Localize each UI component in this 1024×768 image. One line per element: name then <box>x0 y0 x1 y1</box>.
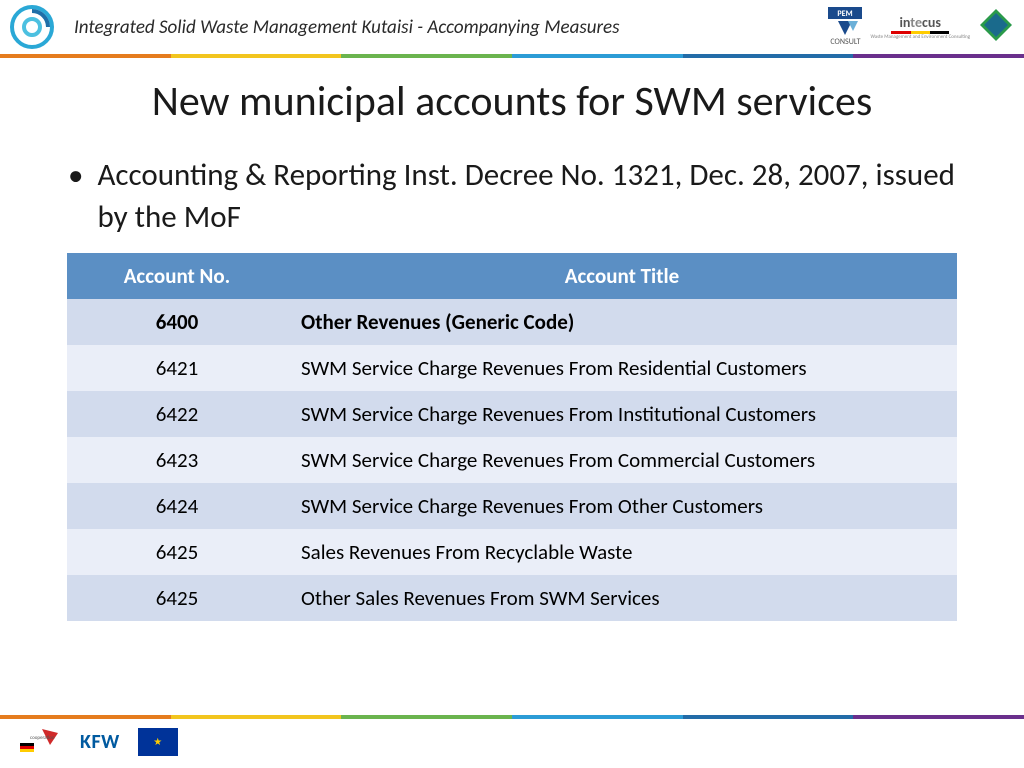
slide-footer: cooperation KFW <box>0 715 1024 768</box>
cell-account-title: SWM Service Charge Revenues From Commerc… <box>287 437 957 483</box>
slide-header: Integrated Solid Waste Management Kutais… <box>0 0 1024 54</box>
table-row: 6422SWM Service Charge Revenues From Ins… <box>67 391 957 437</box>
footer-logos: cooperation KFW <box>0 719 1024 768</box>
pem-logo-icon: PEM CONSULT <box>828 7 862 47</box>
bullet-text: Accounting & Reporting Inst. Decree No. … <box>97 155 974 239</box>
col-account-title: Account Title <box>287 253 957 299</box>
rainbow-divider-top <box>0 54 1024 58</box>
eu-flag-icon <box>138 728 178 756</box>
intecus-logo-icon: intecus Waste Management and Environment… <box>870 14 970 40</box>
table-row: 6424SWM Service Charge Revenues From Oth… <box>67 483 957 529</box>
cell-account-no: 6425 <box>67 575 287 621</box>
cell-account-title: Other Sales Revenues From SWM Services <box>287 575 957 621</box>
partner-logos: PEM CONSULT intecus Waste Management and… <box>828 7 1014 48</box>
de-coop-logo-icon: cooperation <box>20 725 62 758</box>
cell-account-no: 6421 <box>67 345 287 391</box>
diamond-logo-icon <box>978 7 1014 48</box>
spiral-logo-icon <box>10 5 54 49</box>
accounts-table: Account No. Account Title 6400Other Reve… <box>67 253 957 621</box>
svg-text:PEM: PEM <box>838 9 853 19</box>
bullet-item: • Accounting & Reporting Inst. Decree No… <box>68 155 974 239</box>
table-row: 6425Sales Revenues From Recyclable Waste <box>67 529 957 575</box>
table-row: 6425Other Sales Revenues From SWM Servic… <box>67 575 957 621</box>
table-row: 6421SWM Service Charge Revenues From Res… <box>67 345 957 391</box>
cell-account-title: SWM Service Charge Revenues From Other C… <box>287 483 957 529</box>
header-title: Integrated Solid Waste Management Kutais… <box>74 16 828 39</box>
kfw-logo-icon: KFW <box>80 730 120 754</box>
cell-account-no: 6424 <box>67 483 287 529</box>
table-row: 6400Other Revenues (Generic Code) <box>67 299 957 345</box>
slide-content: New municipal accounts for SWM services … <box>0 58 1024 621</box>
cell-account-no: 6425 <box>67 529 287 575</box>
table-row: 6423SWM Service Charge Revenues From Com… <box>67 437 957 483</box>
cell-account-no: 6422 <box>67 391 287 437</box>
cell-account-title: SWM Service Charge Revenues From Institu… <box>287 391 957 437</box>
cell-account-title: Other Revenues (Generic Code) <box>287 299 957 345</box>
col-account-no: Account No. <box>67 253 287 299</box>
slide-title: New municipal accounts for SWM services <box>50 76 974 127</box>
cell-account-no: 6400 <box>67 299 287 345</box>
bullet-dot-icon: • <box>68 155 83 195</box>
rainbow-divider-bottom <box>0 715 1024 719</box>
svg-text:cooperation: cooperation <box>30 735 55 741</box>
cell-account-title: SWM Service Charge Revenues From Residen… <box>287 345 957 391</box>
cell-account-no: 6423 <box>67 437 287 483</box>
table-header-row: Account No. Account Title <box>67 253 957 299</box>
cell-account-title: Sales Revenues From Recyclable Waste <box>287 529 957 575</box>
